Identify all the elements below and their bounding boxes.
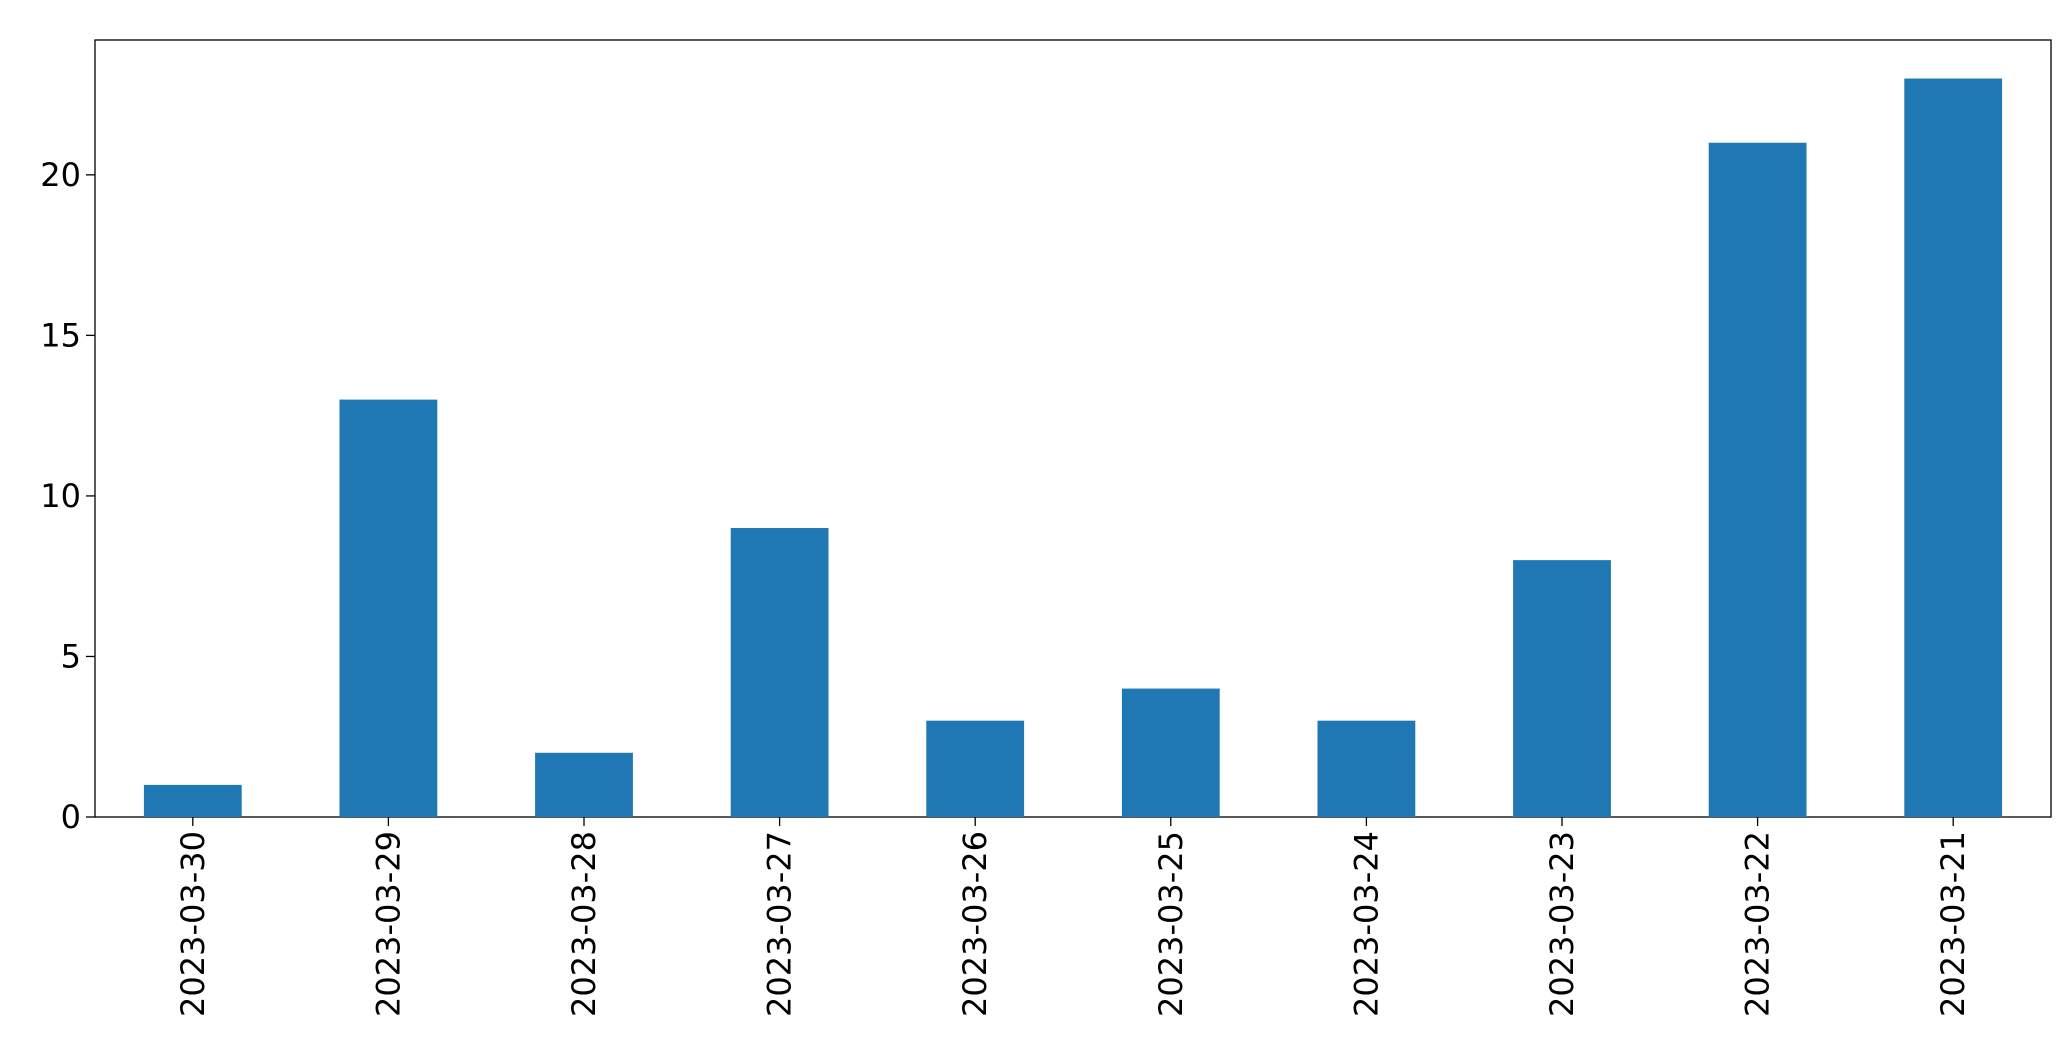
x-tick-label: 2023-03-23 (1543, 831, 1581, 1017)
y-tick-label: 5 (61, 637, 81, 675)
x-tick-label: 2023-03-30 (174, 831, 212, 1017)
x-tick-label: 2023-03-21 (1934, 831, 1972, 1017)
y-tick-label: 10 (40, 477, 81, 515)
y-tick-label: 0 (61, 798, 81, 836)
bar (143, 784, 242, 817)
x-tick-label: 2023-03-28 (565, 831, 603, 1017)
bar (1121, 688, 1220, 817)
x-tick-label: 2023-03-29 (369, 831, 407, 1017)
x-tick-label: 2023-03-22 (1739, 831, 1777, 1017)
y-tick-label: 20 (40, 156, 81, 194)
bar (1317, 720, 1416, 817)
bar (730, 528, 829, 817)
plot-frame (94, 39, 2052, 818)
bar (339, 399, 438, 817)
bar (926, 720, 1025, 817)
bar (1904, 78, 2003, 817)
y-tick-label: 15 (40, 316, 81, 354)
bar (1708, 142, 1807, 818)
x-tick-label: 2023-03-24 (1347, 831, 1385, 1017)
bar (1513, 560, 1611, 817)
x-tick-label: 2023-03-27 (761, 831, 799, 1017)
x-tick-label: 2023-03-26 (956, 831, 994, 1017)
x-tick-label: 2023-03-25 (1152, 831, 1190, 1017)
bar (535, 752, 633, 817)
